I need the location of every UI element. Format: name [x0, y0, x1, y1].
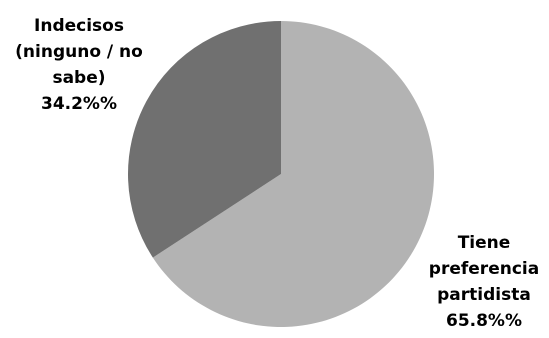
pie-slice-label-line: Tiene: [458, 233, 511, 253]
pie-slice-label-0: Tiene preferencia partidista 65.8%%: [429, 233, 539, 331]
pie-labels: Tiene preferencia partidista 65.8%% Indeciso…: [15, 16, 539, 331]
pie-slice-label-line: 34.2%%: [41, 94, 117, 114]
pie-slice-label-line: Indecisos: [34, 16, 124, 36]
pie-slices: [128, 21, 435, 327]
pie-slice-label-line: 65.8%%: [446, 311, 522, 331]
pie-slice-1: [128, 21, 281, 258]
pie-slice-label-1: Indecisos (ninguno / no sabe) 34.2%%: [15, 16, 143, 114]
pie-slice-0: [152, 21, 435, 327]
pie-slice-label-line: (ninguno / no: [15, 42, 143, 62]
pie-slice-label-line: partidista: [437, 285, 531, 305]
pie-slice-label-line: sabe): [52, 68, 105, 88]
pie-slice-label-line: preferencia: [429, 259, 539, 279]
